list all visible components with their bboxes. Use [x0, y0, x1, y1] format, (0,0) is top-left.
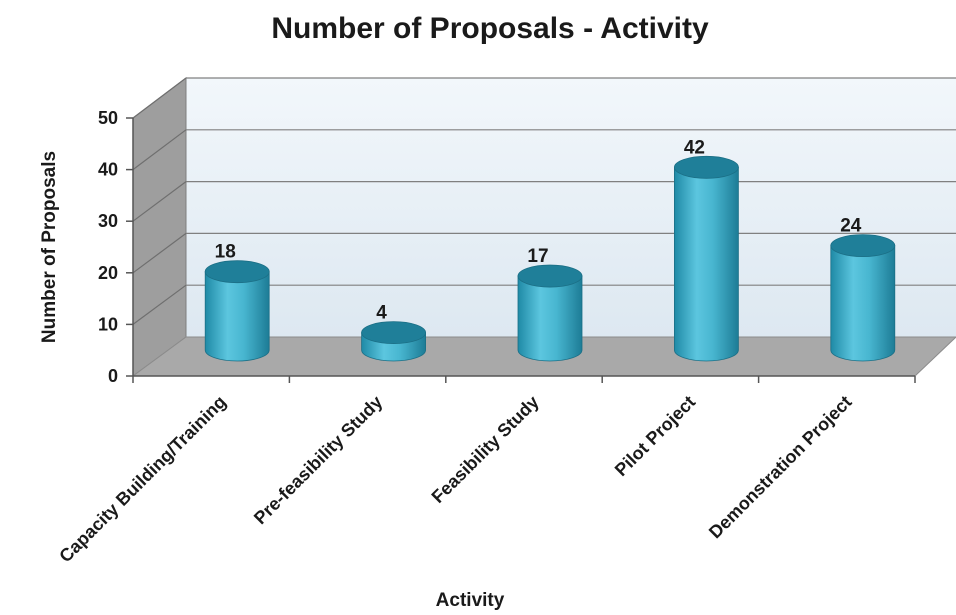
- bar: [204, 260, 270, 362]
- x-axis: [132, 375, 916, 383]
- gridline-side: [132, 77, 187, 119]
- bar-body: [517, 275, 583, 362]
- x-tick-label: Pre-feasibility Study: [250, 392, 387, 529]
- bar-top: [517, 264, 583, 288]
- bar: [517, 264, 583, 362]
- gridline-side: [132, 284, 187, 325]
- data-label: 17: [527, 246, 548, 267]
- bar-top: [204, 260, 270, 284]
- gridline-side: [132, 232, 187, 274]
- y-tick-label: 50: [98, 108, 118, 128]
- gridline-side: [132, 129, 187, 171]
- data-label: 42: [684, 137, 705, 158]
- x-axis-title: Activity: [436, 590, 505, 611]
- bar-top: [674, 155, 739, 179]
- x-tick-label: Capacity Building/Training: [55, 392, 230, 567]
- back-wall: [186, 78, 956, 337]
- x-tick-label: Pilot Project: [611, 392, 699, 480]
- bar: [361, 321, 427, 362]
- data-label: 4: [376, 303, 387, 324]
- y-tick-label: 0: [108, 366, 118, 386]
- y-tick-label: 40: [98, 160, 118, 180]
- data-label: 24: [840, 216, 862, 237]
- y-tick-label: 20: [98, 263, 118, 283]
- bars: [204, 155, 896, 362]
- bar-top: [361, 321, 427, 345]
- bar-body: [674, 166, 739, 362]
- bar: [674, 155, 739, 362]
- gridline-side: [132, 181, 187, 222]
- bar-body: [830, 245, 896, 362]
- x-tick-label: Demonstration Project: [705, 392, 856, 543]
- bar-top: [830, 234, 896, 258]
- category-labels: Capacity Building/Training Pre-feasibilit…: [55, 392, 855, 567]
- plot-area: 0 10 20 30 40 50 18 4 17 42 24 Capacity Building/…: [55, 76, 956, 567]
- data-label: 18: [215, 242, 236, 263]
- y-tick-label: 30: [98, 211, 118, 231]
- bar: [830, 234, 896, 362]
- data-labels: 18 4 17 42 24: [215, 137, 862, 323]
- y-axis: 0 10 20 30 40 50: [98, 108, 134, 386]
- y-tick-label: 10: [98, 314, 118, 334]
- chart-title: Number of Proposals - Activity: [271, 12, 709, 45]
- y-axis-title: Number of Proposals: [39, 151, 60, 343]
- side-wall: [132, 76, 187, 377]
- x-tick-label: Feasibility Study: [428, 392, 543, 507]
- bar-body: [204, 271, 270, 362]
